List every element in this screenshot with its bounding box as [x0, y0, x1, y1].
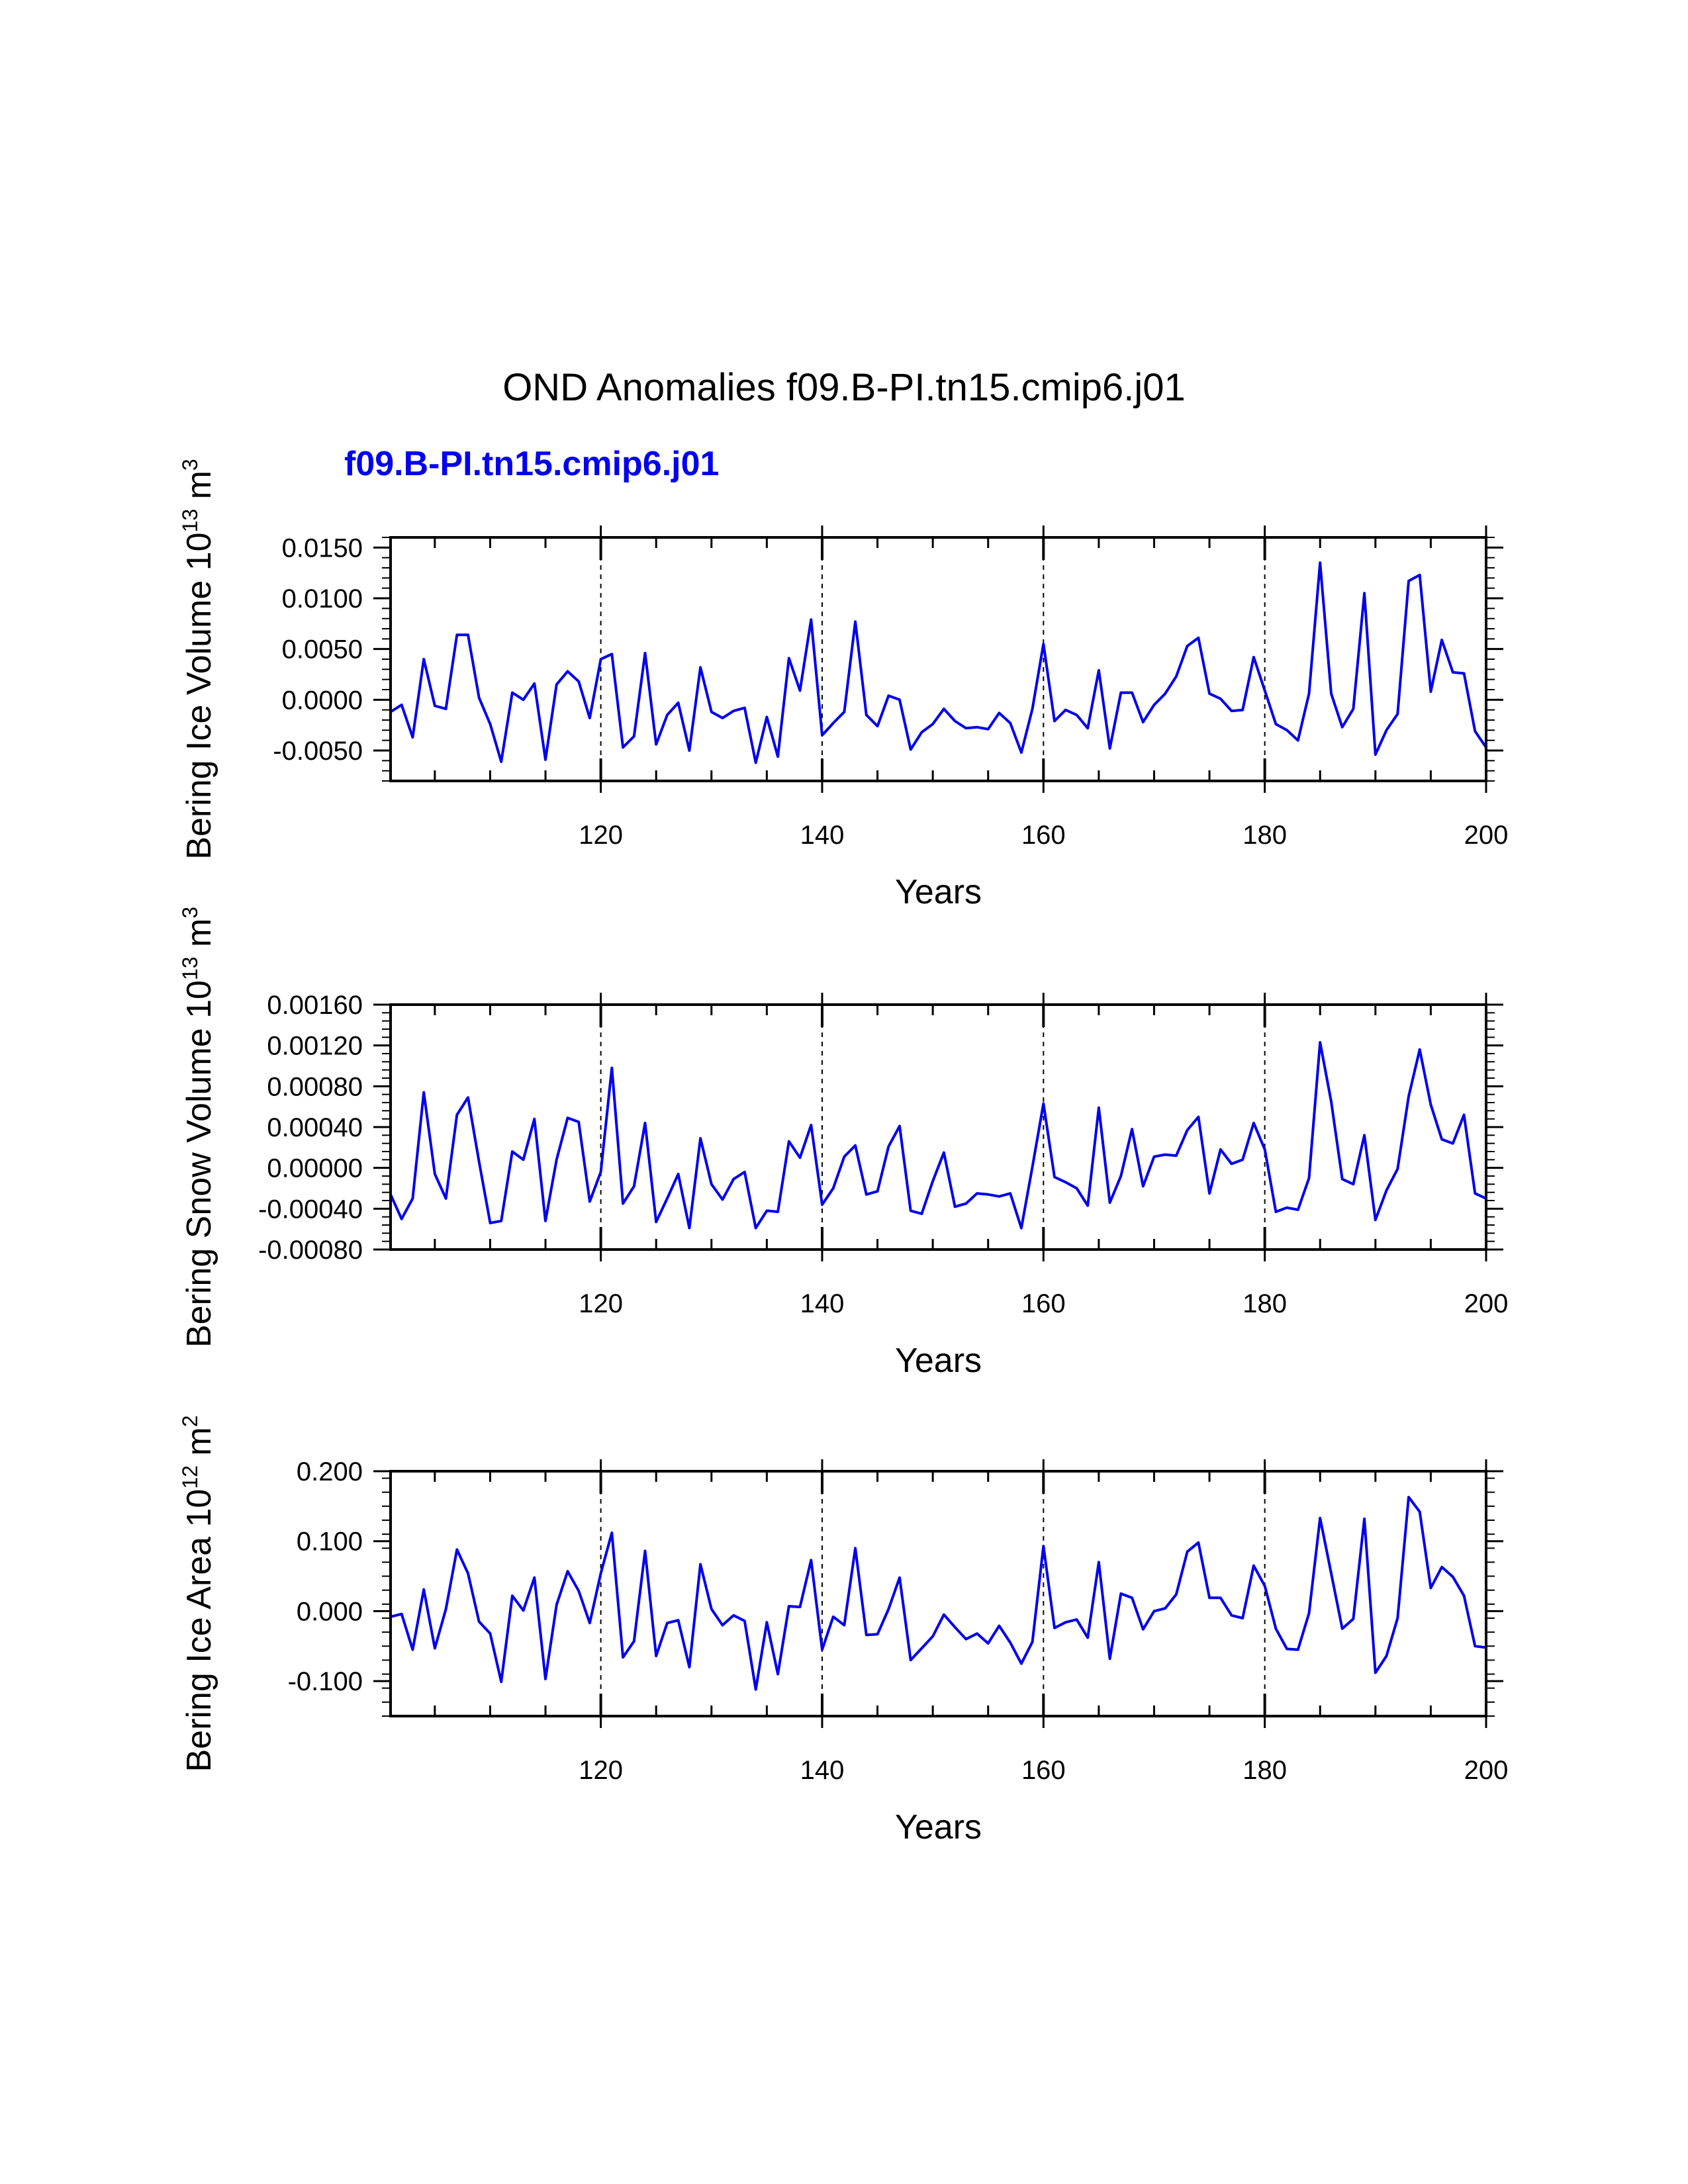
y-tick-label: 0.200: [297, 1457, 363, 1486]
plot-frame-snow-volume: [389, 1003, 1487, 1251]
panels: 120 140 160 180 200 -0.0050 0.0000 0.0050 0.0100…: [178, 459, 1508, 1846]
panel-snow-volume: 120 140 160 180 200 -0.00080 -0.00040 0.00000 0.…: [178, 907, 1508, 1380]
series-line-ice-area: [390, 1496, 1487, 1691]
run-label: f09.B-PI.tn15.cmip6.j01: [344, 445, 719, 483]
x-tick-label: 160: [1021, 1756, 1066, 1785]
y-axis-label: Bering Ice Volume 1013 m3: [178, 459, 218, 859]
x-tick-label: 200: [1464, 1756, 1509, 1785]
plot-frame-ice-volume: [389, 536, 1487, 782]
series-line-snow-volume: [389, 1041, 1487, 1230]
panel-ice-area: 120 140 160 180 200 -0.100 0.000 0.100 0.200 Year…: [178, 1416, 1508, 1847]
y-tick-label: -0.100: [288, 1667, 363, 1696]
y-tick-label: 0.00040: [267, 1113, 363, 1142]
x-axis-label: Years: [895, 873, 982, 911]
series-line-ice-volume: [389, 561, 1487, 764]
y-tick-label: -0.00040: [258, 1195, 363, 1224]
y-tick-label: 0.100: [297, 1527, 363, 1557]
y-tick-label: 0.0000: [282, 686, 363, 715]
y-tick-label: 0.00080: [267, 1072, 363, 1101]
x-tick-label: 140: [800, 1289, 845, 1318]
y-tick-label: -0.00080: [258, 1236, 363, 1265]
y-tick-label: 0.0150: [282, 533, 363, 563]
x-tick-label: 140: [800, 821, 845, 850]
y-tick-label: 0.00000: [267, 1154, 363, 1183]
y-axis-label: Bering Snow Volume 1013 m3: [178, 907, 218, 1347]
plot-frame-ice-area: [389, 1470, 1487, 1717]
x-tick-label: 120: [579, 1756, 623, 1785]
x-tick-label: 160: [1021, 1289, 1066, 1318]
x-tick-label: 180: [1243, 1289, 1287, 1318]
x-tick-label: 200: [1464, 1289, 1509, 1318]
y-axis-label: Bering Ice Area 1012 m2: [178, 1416, 218, 1772]
y-tick-label: 0.00160: [267, 991, 363, 1020]
figure-title: OND Anomalies f09.B-PI.tn15.cmip6.j01: [502, 366, 1186, 409]
y-tick-label: -0.0050: [273, 737, 363, 766]
x-axis-label: Years: [895, 1342, 982, 1380]
x-tick-label: 180: [1243, 821, 1287, 850]
x-tick-label: 160: [1021, 821, 1066, 850]
x-tick-label: 180: [1243, 1756, 1287, 1785]
x-axis-label: Years: [895, 1808, 982, 1846]
x-tick-label: 120: [579, 821, 623, 850]
x-tick-label: 140: [800, 1756, 845, 1785]
y-tick-label: 0.0050: [282, 635, 363, 664]
x-tick-label: 200: [1464, 821, 1509, 850]
y-tick-label: 0.00120: [267, 1032, 363, 1061]
panel-ice-volume: 120 140 160 180 200 -0.0050 0.0000 0.0050 0.0100…: [178, 459, 1508, 911]
y-tick-label: 0.000: [297, 1597, 363, 1626]
y-tick-label: 0.0100: [282, 584, 363, 614]
x-tick-label: 120: [579, 1289, 623, 1318]
